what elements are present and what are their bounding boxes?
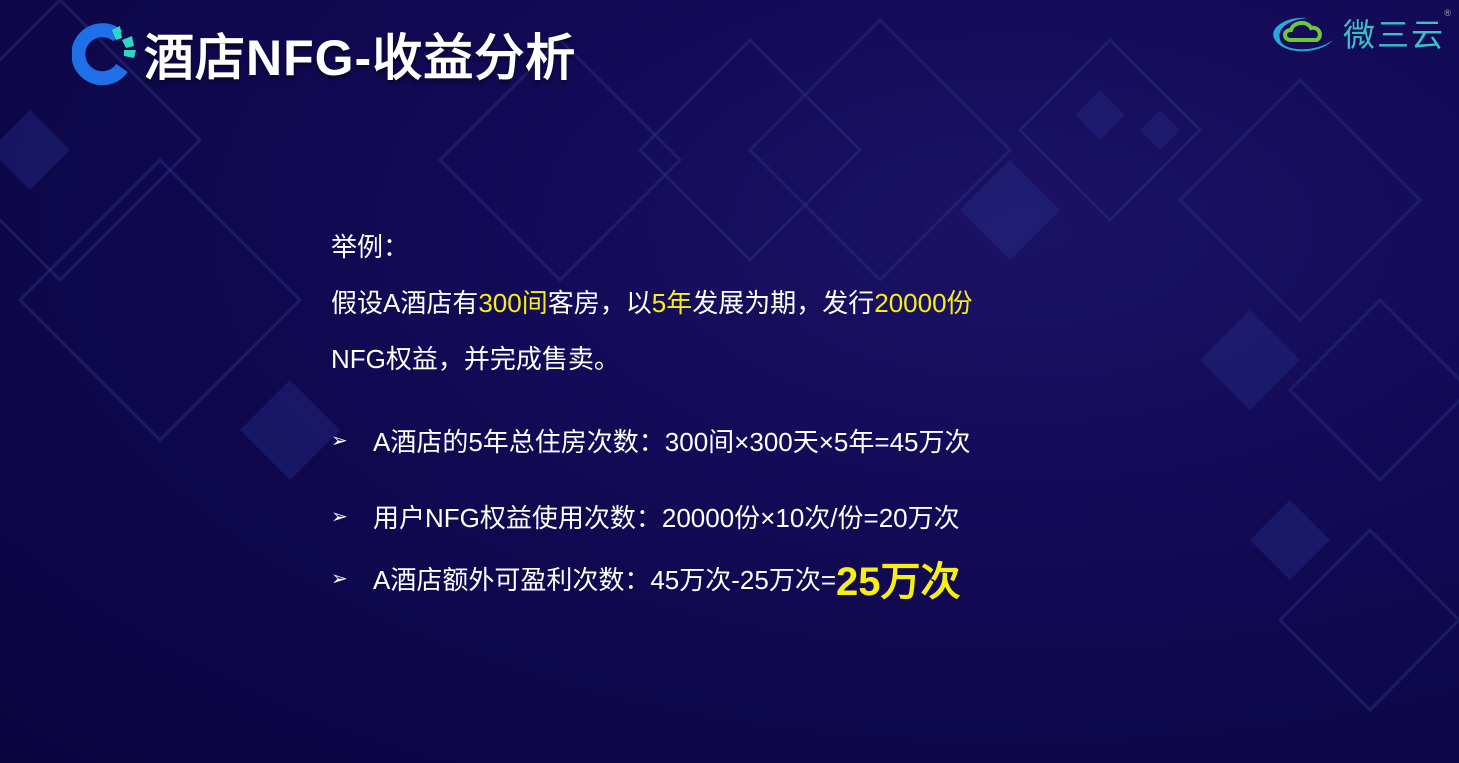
brand-name: 微三云: [1342, 17, 1445, 53]
bullet-text: 用户NFG权益使用次数：20000份×10次/份=20万次: [373, 502, 960, 533]
registered-mark: ®: [1444, 8, 1451, 18]
bullet-list: ➢ A酒店的5年总住房次数：300间×300天×5年=45万次 ➢ 用户NFG权…: [331, 420, 973, 605]
text-segment: 客房，以: [547, 288, 652, 318]
bullet-item: ➢ A酒店的5年总住房次数：300间×300天×5年=45万次: [331, 420, 973, 460]
slide-content: 举例： 假设A酒店有300间客房，以5年发展为期，发行20000份 NFG权益，…: [331, 228, 973, 634]
example-label: 举例：: [331, 232, 410, 262]
text-segment: 发展为期，发行: [692, 288, 875, 318]
highlight-shares: 20000份: [874, 288, 973, 318]
result-highlight: 25万次: [836, 560, 961, 604]
arrow-bullet-icon: ➢: [331, 429, 348, 452]
title-text: 酒店NFG-收益分析: [144, 30, 577, 86]
company-logo-icon: [72, 23, 136, 86]
arrow-bullet-icon: ➢: [331, 505, 348, 528]
text-segment: 假设A酒店有: [331, 288, 479, 318]
highlight-rooms: 300间: [478, 288, 548, 318]
example-line-2: NFG权益，并完成售卖。: [331, 344, 620, 374]
bullet-item: ➢ 用户NFG权益使用次数：20000份×10次/份=20万次: [331, 496, 973, 536]
bullet-item: ➢ A酒店额外可盈利次数：45万次-25万次= 25万次: [331, 558, 973, 604]
brand-logo: 微三云 ®: [1267, 8, 1451, 56]
example-line-1: 假设A酒店有300间客房，以5年发展为期，发行20000份: [331, 284, 973, 340]
cloud-logo-icon: [1273, 17, 1333, 52]
bullet-text: A酒店额外可盈利次数：45万次-25万次=: [373, 564, 837, 595]
bullet-text: A酒店的5年总住房次数：300间×300天×5年=45万次: [373, 426, 971, 457]
slide-title: 酒店NFG-收益分析: [72, 18, 576, 90]
arrow-bullet-icon: ➢: [331, 567, 348, 590]
highlight-years: 5年: [651, 288, 693, 318]
